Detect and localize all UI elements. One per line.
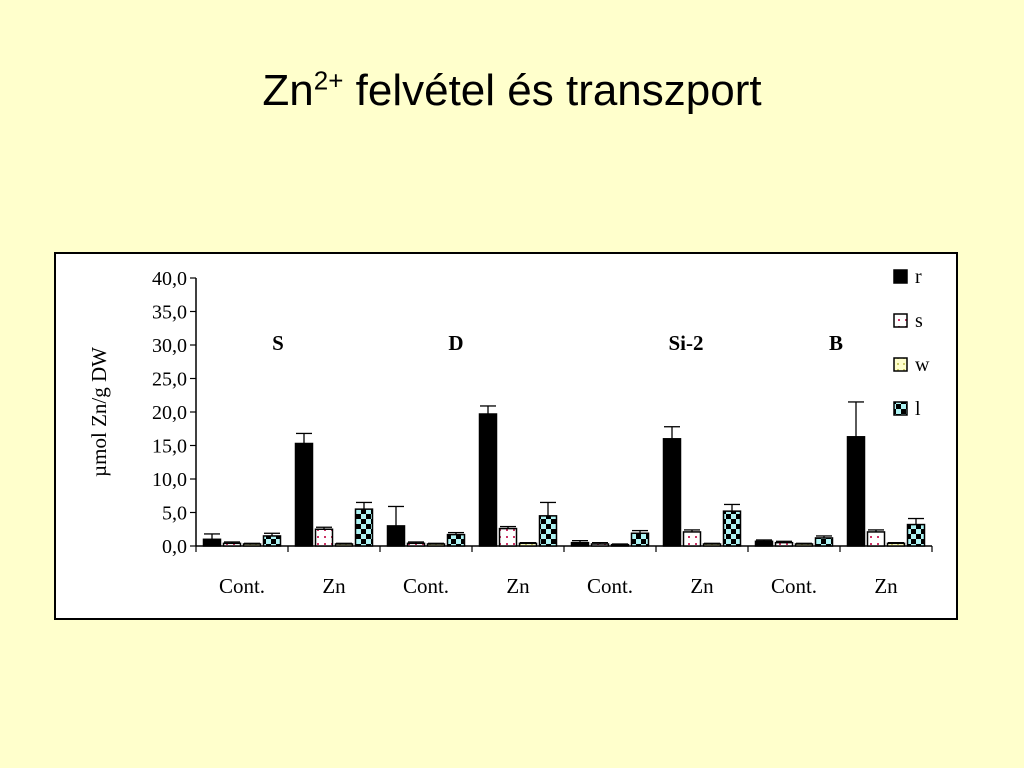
- x-tick-label: Cont.: [219, 574, 265, 598]
- bar-w: [886, 542, 906, 547]
- bar-l: [722, 510, 742, 547]
- bar-r: [478, 413, 498, 547]
- legend-swatch-r: [893, 269, 908, 284]
- bar-r: [662, 438, 682, 547]
- bar-s: [406, 542, 426, 547]
- group-label: D: [448, 331, 463, 355]
- bar-l: [262, 535, 282, 547]
- legend-swatch-l: [893, 401, 908, 416]
- bar-r: [294, 442, 314, 547]
- x-tick-label: Zn: [506, 574, 530, 598]
- bar-r: [754, 540, 774, 547]
- legend-swatch-w: [893, 357, 908, 372]
- x-tick-label: Cont.: [587, 574, 633, 598]
- group-label: B: [829, 331, 843, 355]
- bar-s: [866, 531, 886, 547]
- x-tick-label: Zn: [874, 574, 898, 598]
- bar-s: [498, 527, 518, 547]
- y-tick-label: 20,0: [152, 402, 187, 424]
- bar-l: [446, 533, 466, 547]
- x-tick-label: Zn: [690, 574, 714, 598]
- y-tick-label: 0,0: [162, 536, 187, 558]
- bar-w: [242, 543, 262, 547]
- bar-l: [354, 508, 374, 547]
- title-rest: felvétel és transzport: [343, 66, 762, 115]
- bar-l: [538, 515, 558, 547]
- bar-s: [774, 541, 794, 547]
- bar-w: [794, 543, 814, 547]
- bar-l: [630, 532, 650, 547]
- bar-w: [610, 543, 630, 547]
- bar-r: [386, 525, 406, 547]
- chart-frame: 0,0 5,0 10,0 15,0 20,0 25,0 30,0 35,0 40,0 µmol Z…: [54, 252, 958, 620]
- x-tick-label: Cont.: [771, 574, 817, 598]
- bar-s: [682, 531, 702, 547]
- y-axis-label: µmol Zn/g DW: [87, 347, 111, 477]
- bar-w: [518, 542, 538, 547]
- bar-s: [314, 528, 334, 547]
- group-label: S: [272, 331, 284, 355]
- legend-swatch-s: [893, 313, 908, 328]
- bar-r: [846, 436, 866, 547]
- legend-label-w: w: [915, 354, 930, 376]
- bar-w: [702, 543, 722, 547]
- x-tick-label: Cont.: [403, 574, 449, 598]
- legend-label-s: s: [915, 310, 923, 332]
- title-superscript: 2+: [313, 65, 344, 96]
- bar-r: [202, 538, 222, 547]
- y-tick-label: 10,0: [152, 469, 187, 491]
- y-tick-label: 25,0: [152, 369, 187, 391]
- y-tick-label: 35,0: [152, 302, 187, 324]
- y-tick-label: 30,0: [152, 335, 187, 357]
- bar-l: [906, 523, 926, 547]
- legend-label-l: l: [915, 398, 921, 420]
- bar-s: [222, 542, 242, 547]
- slide-title: Zn2+ felvétel és transzport: [0, 66, 1024, 116]
- bar-w: [426, 543, 446, 547]
- bar-r: [570, 541, 590, 547]
- y-tick-label: 15,0: [152, 436, 187, 458]
- y-tick-label: 40,0: [152, 268, 187, 290]
- bar-chart: 0,0 5,0 10,0 15,0 20,0 25,0 30,0 35,0 40,0 µmol Z…: [87, 266, 933, 598]
- y-tick-label: 5,0: [162, 503, 187, 525]
- legend-label-r: r: [915, 266, 922, 288]
- group-label: Si-2: [668, 331, 703, 355]
- title-main: Zn: [262, 66, 314, 115]
- x-tick-label: Zn: [322, 574, 346, 598]
- bar-l: [814, 537, 834, 547]
- bar-w: [334, 543, 354, 547]
- bar-s: [590, 543, 610, 547]
